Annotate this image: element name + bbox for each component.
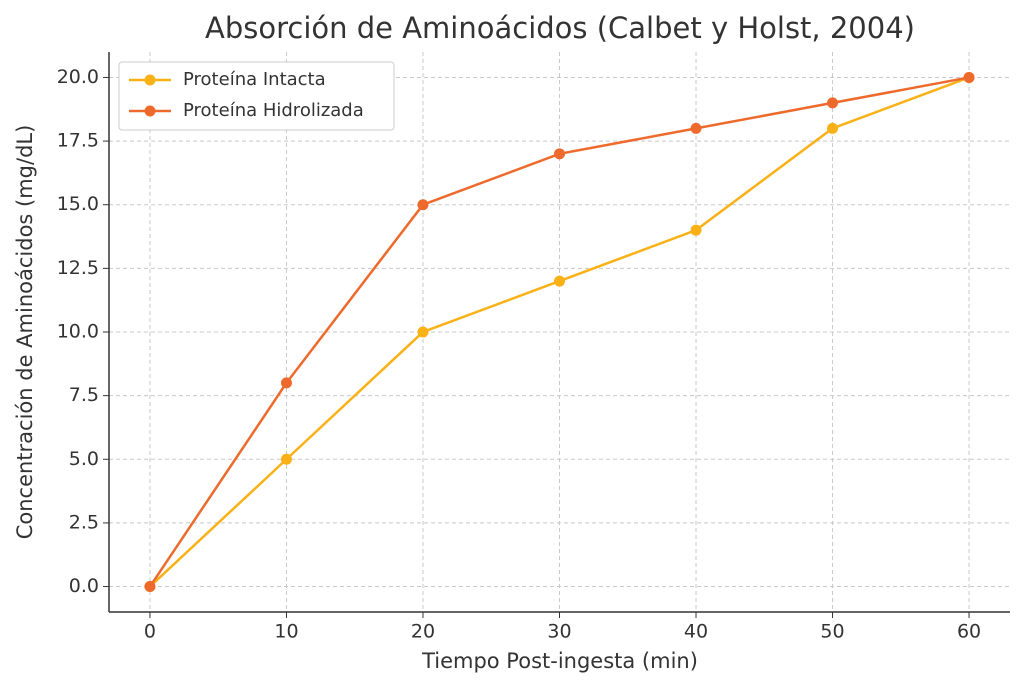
legend-label: Proteína Intacta [183, 69, 326, 90]
data-point [690, 122, 702, 134]
y-tick-label: 20.0 [57, 66, 99, 88]
x-tick-label: 20 [411, 621, 435, 643]
data-point [827, 97, 839, 109]
y-axis-label: Concentración de Aminoácidos (mg/dL) [13, 125, 37, 540]
y-tick-label: 0.0 [69, 575, 99, 597]
y-tick-label: 2.5 [69, 511, 99, 533]
x-tick-label: 60 [957, 621, 981, 643]
data-point [554, 148, 565, 160]
data-point [144, 581, 156, 593]
y-tick-label: 10.0 [57, 321, 99, 343]
data-point [280, 377, 292, 389]
y-tick-label: 12.5 [57, 257, 99, 279]
y-tick-label: 7.5 [69, 384, 99, 406]
legend-box [118, 61, 395, 131]
data-point [417, 326, 429, 338]
legend-label: Proteína Hidrolizada [183, 100, 364, 121]
x-tick-label: 50 [820, 621, 844, 643]
legend-marker [144, 74, 156, 86]
x-axis-label: Tiempo Post-ingesta (min) [421, 649, 698, 673]
data-point [417, 199, 429, 211]
data-point [280, 453, 292, 465]
data-point [690, 224, 702, 236]
x-tick-label: 30 [547, 621, 571, 643]
legend-marker [144, 105, 156, 117]
data-point [554, 275, 565, 287]
x-tick-label: 40 [684, 621, 708, 643]
chart-title: Absorción de Aminoácidos (Calbet y Holst… [205, 11, 915, 45]
data-point [963, 71, 975, 83]
y-tick-label: 17.5 [57, 130, 99, 152]
y-tick-label: 15.0 [57, 193, 99, 215]
x-tick-label: 10 [274, 621, 298, 643]
x-tick-label: 0 [144, 621, 156, 643]
y-tick-label: 5.0 [69, 448, 99, 470]
data-point [827, 122, 839, 134]
